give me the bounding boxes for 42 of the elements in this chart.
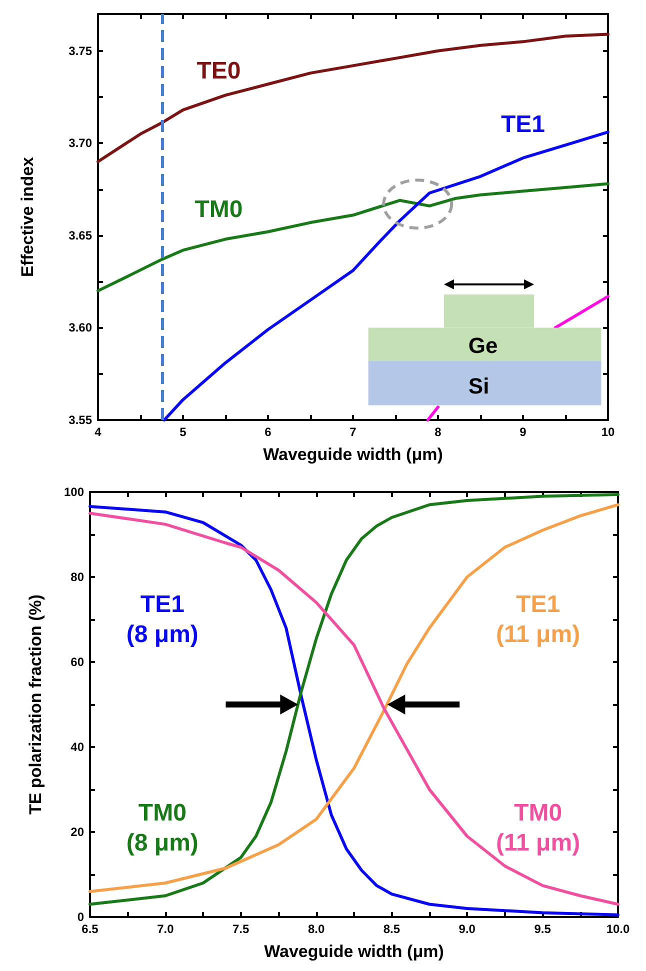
y-tick-label: 3.55 — [68, 413, 92, 427]
x-tick-label: 10 — [601, 425, 615, 439]
x-tick-label: 7.5 — [232, 922, 250, 936]
x-axis-title: Waveguide width (μm) — [264, 942, 444, 961]
series-label: TE0 — [196, 58, 241, 85]
y-tick-label: 0 — [77, 910, 84, 924]
y-tick-label: 3.75 — [68, 44, 92, 58]
y-tick-label: 60 — [70, 655, 84, 669]
y-tick-label: 100 — [64, 485, 84, 499]
x-tick-label: 4 — [94, 425, 102, 439]
line-series — [96, 32, 610, 164]
series-label: TE1 (11 μm) — [496, 591, 580, 648]
x-tick-label: 7.0 — [157, 922, 174, 936]
x-tick-label: 10.0 — [606, 922, 630, 936]
x-tick-label: 9.5 — [534, 922, 552, 936]
x-tick-label: 6 — [264, 425, 272, 439]
x-tick-label: 9 — [520, 425, 527, 439]
x-tick-label: 6.5 — [82, 922, 99, 936]
x-tick-label: 8 — [434, 425, 442, 439]
x-tick-label: 7 — [350, 425, 357, 439]
y-tick-label: 20 — [70, 825, 84, 839]
y-tick-label: 80 — [70, 570, 84, 584]
y-tick-label: 40 — [70, 740, 84, 754]
y-axis-title: TE polarization fraction (%) — [26, 594, 45, 815]
y-axis-title: Effective index — [18, 156, 37, 277]
x-tick-label: 8.5 — [383, 922, 400, 936]
y-tick-label: 3.60 — [68, 320, 92, 335]
y-tick-label: 3.65 — [68, 228, 92, 242]
annotation: Si — [468, 373, 490, 398]
x-tick-label: 8.0 — [308, 922, 325, 936]
x-tick-label: 9.0 — [458, 922, 476, 936]
line-series — [96, 182, 610, 292]
line-series — [162, 130, 610, 422]
annotation: Ge — [468, 332, 498, 358]
x-axis-title: Waveguide width (μm) — [263, 445, 443, 464]
text: TE1 (8 μm) — [126, 591, 198, 648]
series-label: TM0 (8 μm) — [126, 799, 198, 856]
x-tick-label: 5 — [180, 425, 187, 439]
series-label: TM0 (11 μm) — [496, 799, 580, 856]
series-label: TM0 — [194, 196, 243, 224]
series-label: TE1 — [500, 111, 546, 138]
y-tick-label: 3.70 — [68, 136, 92, 150]
